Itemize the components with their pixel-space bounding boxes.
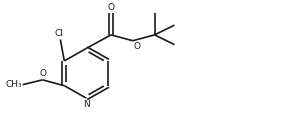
Text: O: O <box>107 3 114 12</box>
Text: Cl: Cl <box>55 29 64 38</box>
Text: N: N <box>83 100 89 109</box>
Text: O: O <box>134 42 141 51</box>
Text: CH₃: CH₃ <box>5 80 22 89</box>
Text: O: O <box>39 69 46 78</box>
